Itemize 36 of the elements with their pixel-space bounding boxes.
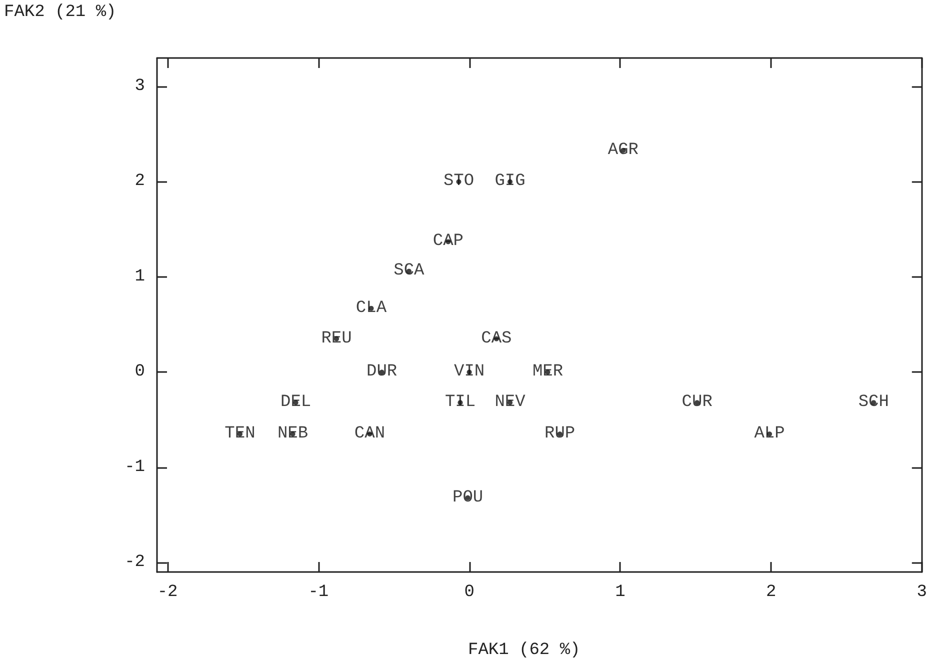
series-label: POU	[452, 488, 484, 508]
series-label: NEB	[277, 424, 308, 444]
series-label: AGR	[608, 140, 638, 160]
series-label: VIN	[454, 362, 485, 382]
x-tick-label: -1	[308, 583, 329, 602]
series-label: STO	[443, 172, 474, 192]
y-axis-title: FAK2 (21 %)	[4, 3, 116, 22]
series-label: CUR	[682, 393, 712, 412]
y-tick-label: 1	[134, 267, 145, 286]
x-tick-label: 3	[916, 583, 927, 602]
y-tick-label: -1	[124, 458, 145, 477]
series-label: CAS	[481, 329, 512, 348]
series-label: NEV	[494, 393, 526, 412]
series-label: CLA	[356, 298, 388, 318]
x-axis-title: FAK1 (62 %)	[468, 641, 580, 660]
series-label: DEL	[280, 393, 312, 412]
series-label: RUP	[544, 424, 576, 444]
series-label: DUR	[366, 362, 398, 382]
series-label: TIL	[444, 393, 476, 412]
series-label: TEN	[224, 424, 256, 444]
y-tick-label: -2	[124, 552, 145, 572]
series-label: CAP	[432, 232, 464, 252]
series-label: GIG	[494, 172, 526, 192]
series-label: MER	[532, 362, 564, 382]
y-tick-label: 3	[134, 77, 145, 96]
series-label: SCA	[394, 262, 426, 281]
series-label: SCH	[858, 393, 889, 412]
y-tick-label: 0	[134, 362, 145, 382]
series-label: CAN	[354, 424, 386, 444]
series-label: ALP	[754, 424, 785, 444]
y-tick-label: 2	[134, 172, 145, 192]
x-tick-label: -2	[157, 583, 178, 602]
series-label: REU	[321, 329, 352, 348]
x-tick-label: 2	[766, 583, 776, 602]
x-tick-label: 0	[464, 583, 474, 602]
x-tick-label: 1	[615, 583, 626, 602]
